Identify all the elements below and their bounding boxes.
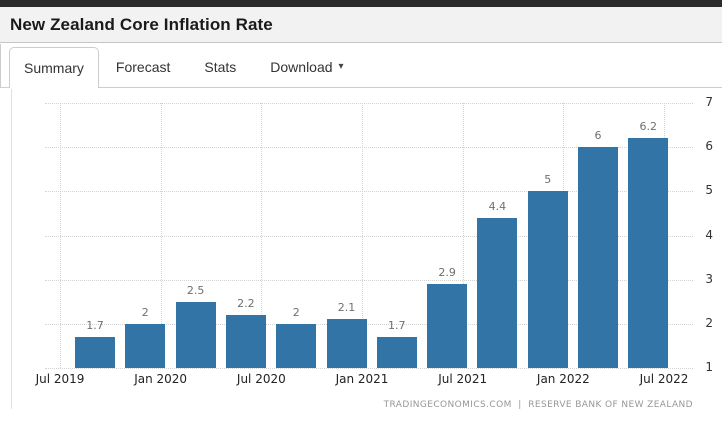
y-axis-tick-label: 4 xyxy=(705,227,713,242)
panel-left-border xyxy=(11,89,12,409)
tab-forecast[interactable]: Forecast xyxy=(99,47,187,87)
tab-download-label: Download xyxy=(270,59,333,75)
bar[interactable] xyxy=(225,315,266,368)
bar-value-label: 2.9 xyxy=(438,266,456,280)
tab-download[interactable]: Download ▾ xyxy=(253,47,360,87)
gridline-vertical xyxy=(462,103,464,368)
bar-value-label: 6 xyxy=(594,129,602,143)
bar-value-label: 2 xyxy=(141,305,149,319)
gridline-horizontal xyxy=(45,235,693,237)
tab-bar: Summary Forecast Stats Download ▾ xyxy=(0,44,722,88)
x-axis-tick-label: Jul 2021 xyxy=(438,372,488,386)
gridline-horizontal xyxy=(45,191,693,193)
source-attribution: TRADINGECONOMICS.COM | RESERVE BANK OF N… xyxy=(383,400,693,410)
x-axis-tick-label: Jan 2022 xyxy=(536,372,590,386)
bar-value-label: 5 xyxy=(544,173,552,187)
tab-stats-label: Stats xyxy=(204,59,237,75)
bar[interactable] xyxy=(477,217,518,368)
gridline-vertical xyxy=(362,103,363,368)
bar[interactable] xyxy=(427,284,468,368)
tab-summary[interactable]: Summary xyxy=(9,47,99,88)
y-axis-tick-label: 3 xyxy=(705,271,713,286)
bar[interactable] xyxy=(75,337,115,368)
bar-value-label: 2.1 xyxy=(337,301,356,315)
bar[interactable] xyxy=(527,191,568,368)
bar[interactable] xyxy=(125,323,166,368)
bar[interactable] xyxy=(376,337,417,368)
y-axis-tick-label: 5 xyxy=(705,183,713,198)
tab-summary-label: Summary xyxy=(24,60,84,76)
header-bar: New Zealand Core Inflation Rate xyxy=(0,7,722,43)
gridline-horizontal xyxy=(45,323,693,325)
gridline-horizontal xyxy=(45,279,693,281)
gridline-vertical xyxy=(160,103,162,368)
bar[interactable] xyxy=(628,138,669,368)
bar[interactable] xyxy=(276,323,317,368)
y-axis-tick-label: 1 xyxy=(705,360,713,374)
bar-value-label: 2.2 xyxy=(237,297,255,310)
gridline-horizontal xyxy=(45,147,693,149)
bar-value-label: 6.2 xyxy=(639,120,658,134)
chart-plot-area: 1 2 3 4 5 6 7 Jul 2019 Jan 2020 Jul 2020 Jan 2021 J… xyxy=(36,95,713,386)
caret-down-icon: ▾ xyxy=(338,61,344,72)
bar-value-label: 4.4 xyxy=(488,199,507,213)
bar-value-label: 1.7 xyxy=(388,319,406,333)
gridline-horizontal xyxy=(45,103,693,104)
gridline-vertical xyxy=(60,103,61,368)
top-dark-bar xyxy=(0,0,722,7)
page-title: New Zealand Core Inflation Rate xyxy=(10,14,273,34)
x-axis-tick-label: Jul 2019 xyxy=(35,372,85,386)
tab-stats[interactable]: Stats xyxy=(187,47,253,87)
tab-forecast-label: Forecast xyxy=(115,59,171,75)
y-axis-tick-label: 6 xyxy=(705,139,713,154)
bar-value-label: 2 xyxy=(292,305,300,319)
bar[interactable] xyxy=(326,319,367,368)
bar[interactable] xyxy=(578,147,618,368)
chart-panel: 1 2 3 4 5 6 7 Jul 2019 Jan 2020 Jul 2020 Jan 2021 J… xyxy=(11,89,722,423)
bar-value-label: 2.5 xyxy=(186,283,205,297)
bar-value-label: 1.7 xyxy=(86,319,104,333)
x-axis-tick-label: Jul 2020 xyxy=(236,372,286,386)
y-axis-tick-label: 7 xyxy=(705,95,713,109)
x-axis-tick-label: Jan 2021 xyxy=(335,372,389,386)
gridline-vertical xyxy=(261,103,263,368)
x-axis-tick-label: Jan 2020 xyxy=(134,372,188,386)
y-axis-tick-label: 2 xyxy=(705,315,713,330)
x-axis-tick-label: Jul 2022 xyxy=(639,372,689,386)
bar[interactable] xyxy=(175,301,216,368)
gridline-horizontal xyxy=(45,368,693,369)
